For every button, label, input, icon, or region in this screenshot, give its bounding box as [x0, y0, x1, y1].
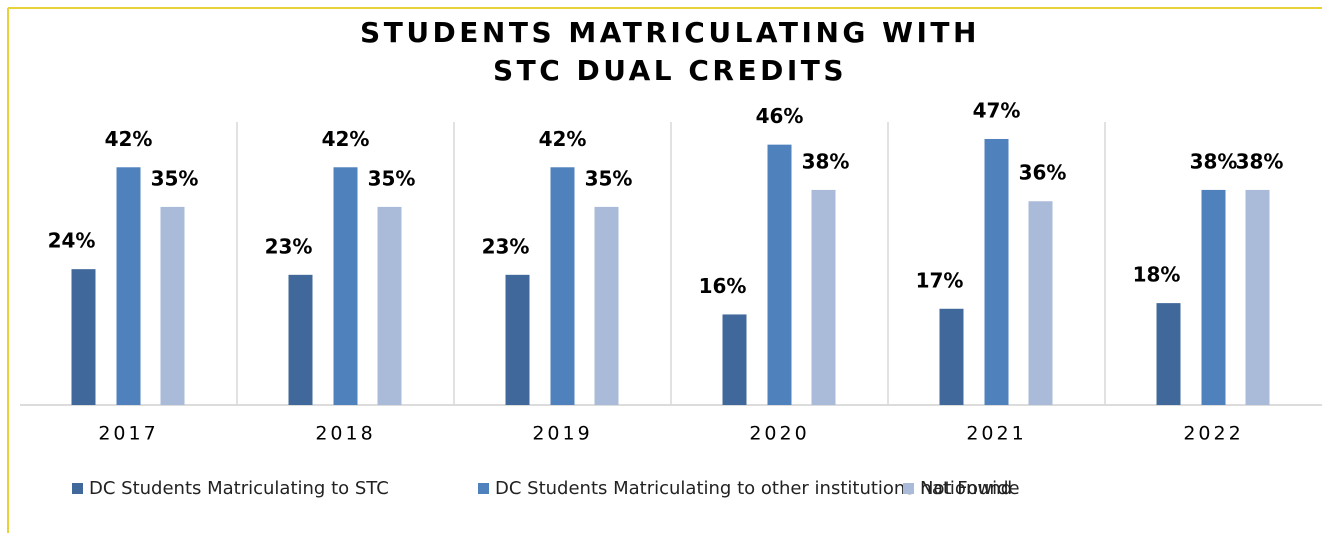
bar [116, 167, 141, 405]
bar [984, 138, 1009, 406]
data-label: 35% [585, 166, 633, 190]
x-tick-label: 2020 [749, 423, 809, 445]
legend-swatch [478, 483, 489, 494]
bar [288, 274, 313, 405]
data-label: 17% [916, 268, 964, 292]
data-label: 42% [105, 127, 153, 151]
bar [1245, 189, 1270, 405]
bar [377, 206, 402, 405]
data-label: 23% [482, 234, 530, 258]
data-label: 35% [151, 166, 199, 190]
bar [811, 189, 836, 405]
data-label: 18% [1133, 263, 1181, 287]
bar [767, 144, 792, 405]
bar [594, 206, 619, 405]
data-label: 38% [1190, 149, 1238, 173]
bar [722, 314, 747, 405]
x-tick-label: 2021 [966, 423, 1026, 445]
x-tick-label: 2019 [532, 423, 592, 445]
x-tick-label: 2018 [315, 423, 375, 445]
data-label: 16% [699, 274, 747, 298]
bar [160, 206, 185, 405]
bar [1201, 189, 1226, 405]
data-label: 36% [1019, 161, 1067, 185]
bar [1156, 303, 1181, 405]
data-label: 46% [756, 104, 804, 128]
data-label: 23% [265, 234, 313, 258]
data-label: 35% [368, 166, 416, 190]
bar [550, 167, 575, 405]
bar [505, 274, 530, 405]
legend-label: Not Found [920, 478, 1012, 499]
data-label: 42% [539, 127, 587, 151]
legend-label: DC Students Matriculating to STC [89, 478, 389, 499]
data-label: 38% [802, 149, 850, 173]
data-label: 38% [1236, 149, 1284, 173]
legend-label: DC Students Matriculating to other insti… [495, 478, 1020, 499]
legend-swatch [903, 483, 914, 494]
bar [333, 167, 358, 405]
bar [71, 269, 96, 405]
x-tick-label: 2022 [1183, 423, 1243, 445]
data-label: 42% [322, 127, 370, 151]
data-label: 24% [48, 229, 96, 253]
bar [1028, 201, 1053, 405]
data-label: 47% [973, 98, 1021, 122]
chart-title: STUDENTS MATRICULATING WITH STC DUAL CRE… [360, 16, 980, 87]
bar [939, 308, 964, 405]
legend-swatch [72, 483, 83, 494]
x-tick-label: 2017 [98, 423, 158, 445]
